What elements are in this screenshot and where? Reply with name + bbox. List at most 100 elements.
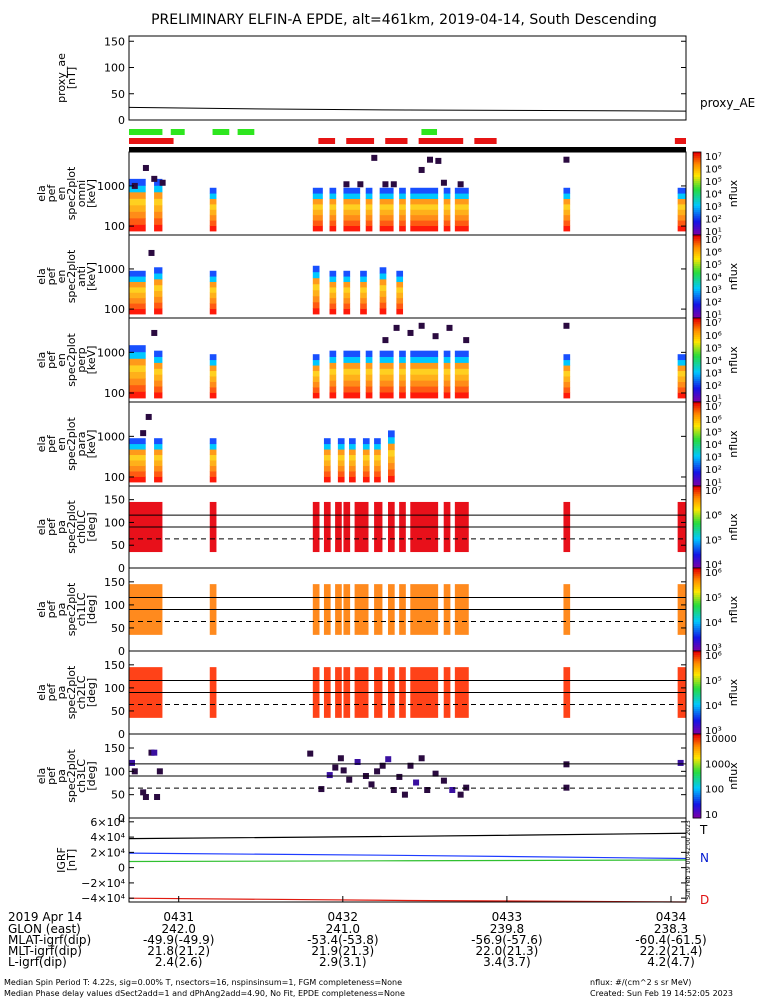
spec_anti-colorbar-segment <box>693 270 701 273</box>
spec_anti-column-band <box>379 284 387 292</box>
spec_perp-column-band <box>399 350 406 357</box>
green-status-segment <box>129 129 163 135</box>
spec_perp-column-band <box>379 386 394 393</box>
pa_ch1-tick-label: 100 <box>104 599 125 612</box>
pa_ch3-colorbar-segment <box>693 778 701 781</box>
spec_perp-column-band <box>329 368 337 375</box>
spec_anti-colorbar-label: 10² <box>705 297 722 308</box>
spec_perp-column-band <box>329 350 337 357</box>
spec_perp-colorbar-label: 10⁵ <box>705 343 722 354</box>
spec_para-ylabel-line: spec2plot <box>65 417 78 471</box>
spec_anti-colorbar-segment <box>693 301 701 304</box>
spec_omni-column-band <box>209 187 217 194</box>
spec_anti-column-band <box>360 303 367 309</box>
spec_omni-ylabel-line: [keV] <box>85 179 98 208</box>
pa_ch1-colorbar-segment <box>693 574 701 577</box>
pa_ch0-ylabel-line: spec2plot <box>65 500 78 554</box>
spec_perp-pixel <box>151 329 158 336</box>
spec_perp-column-band <box>209 354 217 361</box>
spec_omni-column-band <box>209 203 217 210</box>
spec_para-column-band <box>388 430 395 438</box>
spec_para-column-band <box>154 449 163 456</box>
time-tick-label: 0434 <box>656 910 687 924</box>
proxy-ae-tick-label: 150 <box>104 35 125 48</box>
pa_ch2-colorbar-segment <box>693 663 701 667</box>
spec_para-column-band <box>349 443 356 450</box>
spec_para-colorbar-segment <box>693 475 701 479</box>
spec_omni-column-band <box>379 187 394 194</box>
axis-row-value: 22.2(21.4) <box>640 944 703 958</box>
pa_ch3-colorbar-segment <box>693 763 701 766</box>
spec_para-column-band <box>374 476 381 483</box>
spec_perp-pixel <box>446 324 453 331</box>
pa_ch3-colorbar-segment <box>693 742 701 745</box>
spec_omni-column-band <box>343 203 361 210</box>
pa_ch1-colorbar-segment <box>693 590 701 594</box>
pa_ch3-colorbar-segment <box>693 752 701 756</box>
spec_omni-column-band <box>329 187 337 194</box>
spec_para-colorbar-label: 10⁵ <box>705 427 722 438</box>
spec_perp-column-band <box>443 374 451 381</box>
spec_perp-ylabel-line: perp <box>75 347 88 372</box>
pa_ch1-ylabel-line: [deg] <box>85 595 98 624</box>
spec_para-pixel <box>145 413 152 420</box>
spec_perp-column-band <box>410 374 439 381</box>
spec_perp-colorbar-segment <box>693 381 701 384</box>
pa_ch1-colorbar-segment <box>693 603 701 606</box>
pa_ch3-tick-label: 150 <box>104 742 125 755</box>
spec_anti-colorbar-segment <box>693 268 701 271</box>
pa_ch3-pixel <box>156 768 163 775</box>
pa_ch3-tick-label: 0 <box>118 812 125 825</box>
spec_perp-column-band <box>154 380 163 387</box>
pa_ch2-colorbar-segment <box>693 673 701 677</box>
pa_ch3-colorbar-segment <box>693 769 701 773</box>
pa_ch3-pixel <box>677 759 684 766</box>
spec_perp-column-band <box>443 356 451 363</box>
pa_ch2-colorbar-segment <box>693 717 701 720</box>
spec_para-column-band <box>388 462 395 470</box>
spec_omni-column-band <box>209 209 217 216</box>
spec_omni-colorbar-segment <box>693 222 701 226</box>
spec_omni-column-band <box>343 214 361 221</box>
pa_ch0-tick-label: 50 <box>111 539 125 552</box>
pa_ch2-colorbar-segment <box>693 694 701 698</box>
pa_ch0-colorbar-segment <box>693 537 701 540</box>
spec_anti-colorbar-segment <box>693 264 701 267</box>
spec_perp-column-band <box>312 387 320 393</box>
spec_para-ylabel-line: [keV] <box>85 430 98 459</box>
pa_ch3-ylabel-line: pef <box>45 766 58 785</box>
spec_para-colorbar-segment <box>693 425 701 428</box>
pa_ch3-colorbar-label: 100 <box>705 785 724 796</box>
spec_omni-colorbar-segment <box>693 195 701 199</box>
pa_ch2-colorbar-segment <box>693 657 701 660</box>
spec_anti-column-band <box>360 292 367 299</box>
pa_ch1-colorbar-segment <box>693 648 701 652</box>
pa_ch3-colorbar-segment <box>693 790 701 794</box>
pa_ch1-colorbar-segment <box>693 624 701 627</box>
spec_omni-column-band <box>399 225 406 232</box>
pa_ch2-tick-label: 50 <box>111 705 125 718</box>
pa_ch2-colorbar-segment <box>693 682 701 685</box>
pa_ch2-colorbar-segment <box>693 698 701 702</box>
spec_anti-colorbar-segment <box>693 299 701 302</box>
pa_ch3-pixel <box>332 764 339 771</box>
spec_omni-colorbar-label: 10⁵ <box>705 177 722 188</box>
spec_para-colorbar-segment <box>693 456 701 460</box>
igrf-series-line <box>128 859 687 863</box>
pa_ch1-colorbar-segment <box>693 605 701 608</box>
spec_omni-column-band <box>343 198 361 205</box>
pa_ch3-pixel <box>318 786 325 793</box>
spec_anti-colorbar-segment <box>693 249 701 253</box>
igrf-series-line <box>128 852 687 860</box>
spec_anti-column-band <box>379 278 387 286</box>
spec_omni-pixel <box>435 157 442 164</box>
spec_perp-column-band <box>443 380 451 387</box>
spec_perp-column-band <box>443 386 451 393</box>
spec_perp-column-band <box>129 391 146 399</box>
spec_perp-column-band <box>677 381 686 388</box>
spec_omni-colorbar-segment <box>693 178 701 182</box>
spec_anti-column-band <box>343 303 351 309</box>
pa_ch1-colorbar-segment <box>693 642 701 646</box>
spec_omni-column-band <box>312 209 323 216</box>
spec_anti-column-band <box>329 303 337 309</box>
